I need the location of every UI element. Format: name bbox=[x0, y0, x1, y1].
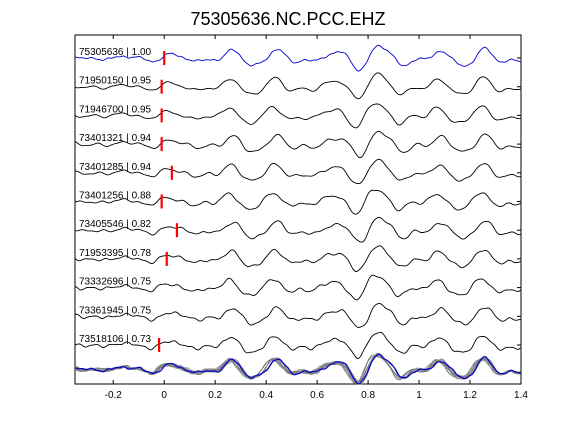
trace-line bbox=[74, 216, 521, 243]
x-tick-label: 1.2 bbox=[463, 390, 477, 401]
trace-line bbox=[74, 72, 521, 100]
trace-line bbox=[74, 331, 521, 359]
trace-label: 73401321 | 0.94 bbox=[79, 133, 152, 144]
x-axis: -0.2 0 0.2 0.4 0.6 0.8 1 1.2 1.4 bbox=[105, 35, 528, 401]
x-tick-label: 0.6 bbox=[310, 390, 324, 401]
trace-label: 73401256 | 0.88 bbox=[79, 191, 152, 202]
plot-area bbox=[74, 34, 522, 385]
trace-label: 73332696 | 0.75 bbox=[79, 277, 152, 288]
x-tick-label: 0 bbox=[161, 390, 167, 401]
overlay-trace-line bbox=[74, 353, 521, 385]
x-tick-label: 0.4 bbox=[259, 390, 273, 401]
trace-label: 73405546 | 0.82 bbox=[79, 219, 152, 230]
x-tick-label: 1.4 bbox=[514, 390, 528, 401]
trace-line bbox=[74, 130, 521, 159]
trace-label: 71953395 | 0.78 bbox=[79, 248, 152, 259]
trace-label: 73401285 | 0.94 bbox=[79, 162, 152, 173]
trace-line bbox=[74, 158, 521, 185]
chart-title: 75305636.NC.PCC.EHZ bbox=[190, 9, 385, 29]
trace-label: 71950150 | 0.95 bbox=[79, 76, 152, 87]
trace-line bbox=[74, 44, 521, 72]
trace-line bbox=[74, 245, 521, 272]
trace-labels: 75305636 | 1.00 71950150 | 0.95 71946700 |… bbox=[79, 47, 152, 345]
trace-line bbox=[74, 103, 521, 129]
trace-stack bbox=[74, 44, 521, 359]
trace-line bbox=[74, 274, 521, 301]
trace-line bbox=[74, 303, 521, 328]
trace-label: 75305636 | 1.00 bbox=[79, 47, 152, 58]
overlay-stack bbox=[74, 352, 521, 385]
x-tick-label: -0.2 bbox=[105, 390, 123, 401]
x-tick-label: 0.2 bbox=[208, 390, 222, 401]
trace-label: 73361945 | 0.75 bbox=[79, 305, 152, 316]
x-tick-label: 1 bbox=[416, 390, 422, 401]
pick-markers bbox=[158, 51, 179, 352]
trace-label: 73518106 | 0.73 bbox=[79, 334, 152, 345]
trace-label: 71946700 | 0.95 bbox=[79, 104, 152, 115]
x-tick-label: 0.8 bbox=[361, 390, 375, 401]
trace-line bbox=[74, 189, 521, 215]
